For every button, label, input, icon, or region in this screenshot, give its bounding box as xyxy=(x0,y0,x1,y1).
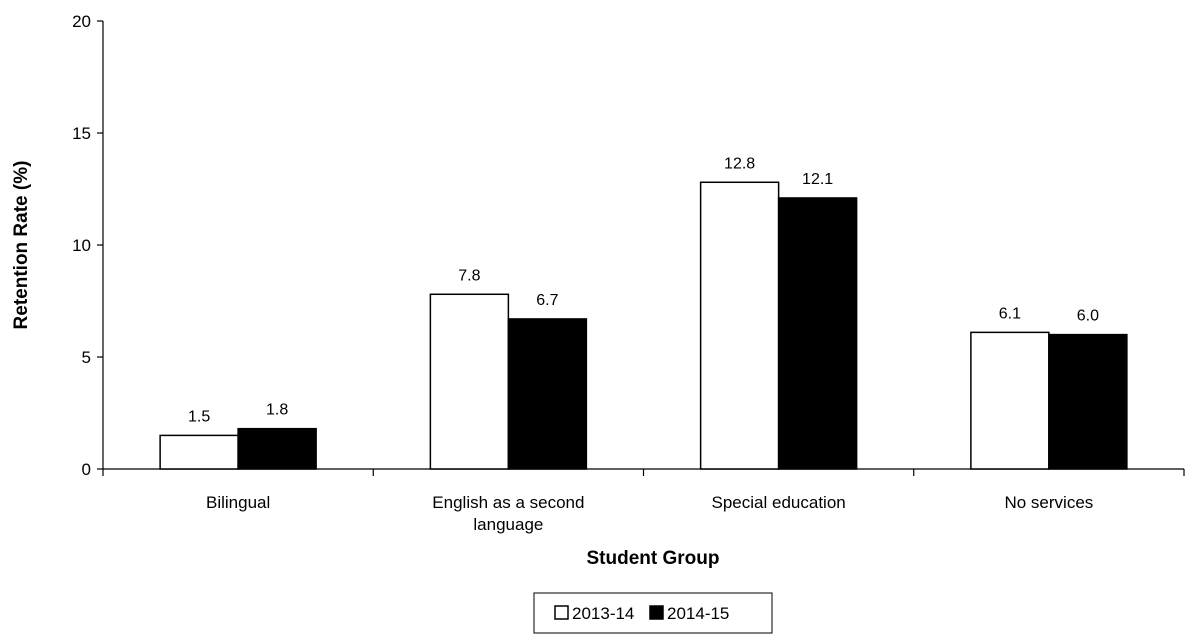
legend-label-2014-15: 2014-15 xyxy=(667,604,729,623)
legend-swatch-2013-14 xyxy=(554,605,569,620)
x-category-label: Bilingual xyxy=(206,493,270,512)
data-label-2014-15-3: 6.0 xyxy=(1077,308,1099,325)
legend: 2013-14 2014-15 xyxy=(533,592,773,634)
axes: 0 5 10 15 20 Bilingual English as a second lang… xyxy=(72,12,1185,534)
bars xyxy=(159,181,1128,470)
bar-2013-14-0 xyxy=(159,434,239,470)
y-axis-title: Retention Rate (%) xyxy=(11,161,32,330)
legend-swatch-2014-15 xyxy=(649,605,664,620)
bar-2013-14-3 xyxy=(970,331,1050,470)
x-category-label: English as a second language xyxy=(432,493,584,534)
data-label-2013-14-0: 1.5 xyxy=(188,408,210,425)
y-tick-label: 0 xyxy=(82,460,91,479)
x-axis-title: Student Group xyxy=(587,548,720,569)
x-category-label: Special education xyxy=(712,493,846,512)
data-labels: 1.5 7.8 12.8 6.1 1.8 6.7 12.1 6.0 xyxy=(188,155,1099,425)
data-label-2013-14-3: 6.1 xyxy=(999,305,1021,322)
legend-label-2013-14: 2013-14 xyxy=(572,604,634,623)
y-tick-label: 5 xyxy=(82,348,91,367)
x-category-label: No services xyxy=(1004,493,1093,512)
bar-2013-14-2 xyxy=(699,181,780,470)
bar-2014-15-0 xyxy=(237,427,317,470)
y-tick-label: 20 xyxy=(72,12,91,31)
bar-2014-15-2 xyxy=(777,197,858,470)
data-label-2014-15-0: 1.8 xyxy=(266,402,288,419)
bar-2014-15-3 xyxy=(1048,333,1128,470)
bar-2014-15-1 xyxy=(507,318,588,470)
data-label-2013-14-2: 12.8 xyxy=(724,155,755,172)
y-tick-label: 15 xyxy=(72,124,91,143)
data-label-2013-14-1: 7.8 xyxy=(458,267,480,284)
y-tick-label: 10 xyxy=(72,236,91,255)
data-label-2014-15-1: 6.7 xyxy=(536,292,558,309)
bar-2013-14-1 xyxy=(429,293,510,470)
data-label-2014-15-2: 12.1 xyxy=(802,171,833,188)
